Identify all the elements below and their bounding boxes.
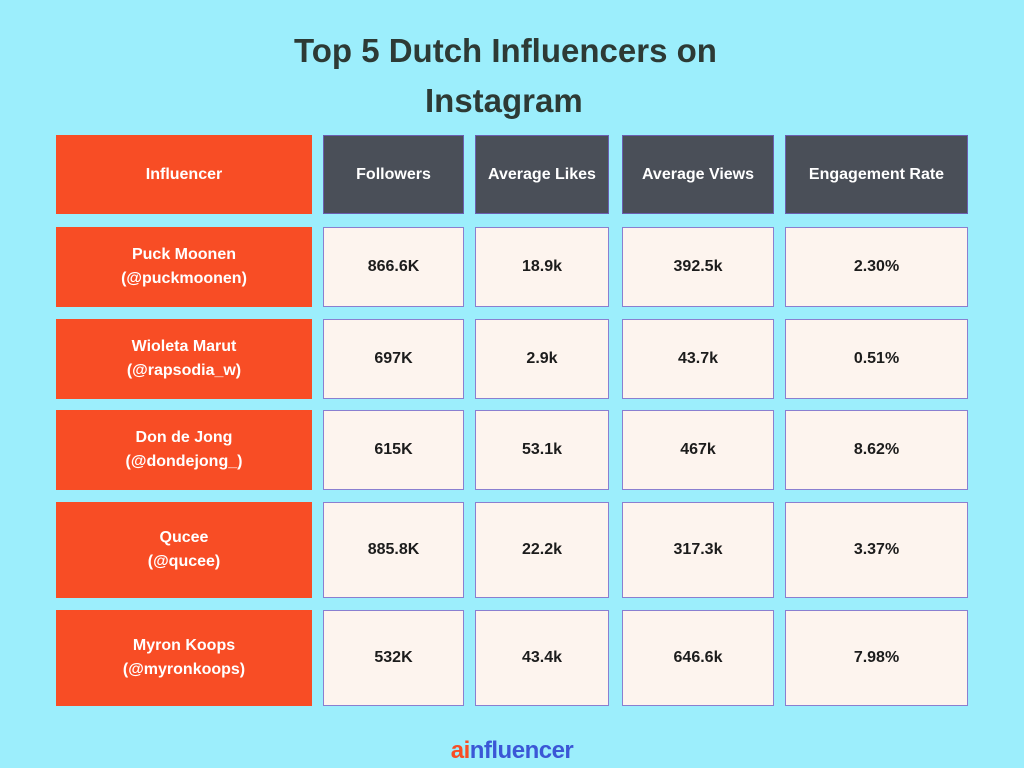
engagement-rate-cell: 2.30%	[785, 227, 968, 307]
influencer-name: Don de Jong	[135, 429, 233, 446]
average-views-cell: 317.3k	[622, 502, 774, 598]
influencer-name-cell: Don de Jong (@dondejong_)	[56, 410, 312, 490]
column-header: Engagement Rate	[785, 135, 968, 214]
followers-cell: 615K	[323, 410, 464, 490]
influencer-name-cell: Qucee (@qucee)	[56, 502, 312, 598]
influencer-handle: (@dondejong_)	[125, 453, 243, 470]
followers-cell: 697K	[323, 319, 464, 399]
influencer-name-cell: Puck Moonen (@puckmoonen)	[56, 227, 312, 307]
influencer-handle: (@rapsodia_w)	[126, 362, 242, 379]
influencer-name-cell: Myron Koops (@myronkoops)	[56, 610, 312, 706]
average-views-cell: 646.6k	[622, 610, 774, 706]
engagement-rate-cell: 7.98%	[785, 610, 968, 706]
followers-cell: 532K	[323, 610, 464, 706]
average-likes-cell: 2.9k	[475, 319, 609, 399]
average-views-cell: 392.5k	[622, 227, 774, 307]
influencer-name: Qucee	[159, 529, 209, 546]
followers-cell: 866.6K	[323, 227, 464, 307]
column-header: Average Views	[622, 135, 774, 214]
average-views-cell: 467k	[622, 410, 774, 490]
average-likes-cell: 18.9k	[475, 227, 609, 307]
average-views-cell: 43.7k	[622, 319, 774, 399]
brand-logo: ainfluencer	[0, 737, 1024, 765]
column-header: Followers	[323, 135, 464, 214]
column-header: Influencer	[56, 135, 312, 214]
engagement-rate-cell: 8.62%	[785, 410, 968, 490]
logo-text: nfluencer	[469, 737, 574, 764]
logo-accent: ai	[450, 737, 471, 764]
average-likes-cell: 22.2k	[475, 502, 609, 598]
influencer-handle: (@qucee)	[147, 553, 221, 570]
column-header: Average Likes	[475, 135, 609, 214]
influencer-name: Myron Koops	[132, 637, 236, 654]
average-likes-cell: 53.1k	[475, 410, 609, 490]
title-line-2: Instagram	[425, 82, 583, 119]
influencer-name: Wioleta Marut	[131, 338, 237, 355]
influencer-handle: (@myronkoops)	[122, 661, 246, 678]
engagement-rate-cell: 3.37%	[785, 502, 968, 598]
influencer-handle: (@puckmoonen)	[121, 270, 247, 287]
engagement-rate-cell: 0.51%	[785, 319, 968, 399]
followers-cell: 885.8K	[323, 502, 464, 598]
influencer-name: Puck Moonen	[131, 246, 236, 263]
average-likes-cell: 43.4k	[475, 610, 609, 706]
influencer-name-cell: Wioleta Marut (@rapsodia_w)	[56, 319, 312, 399]
title-line-1: Top 5 Dutch Influencers on	[294, 32, 717, 69]
